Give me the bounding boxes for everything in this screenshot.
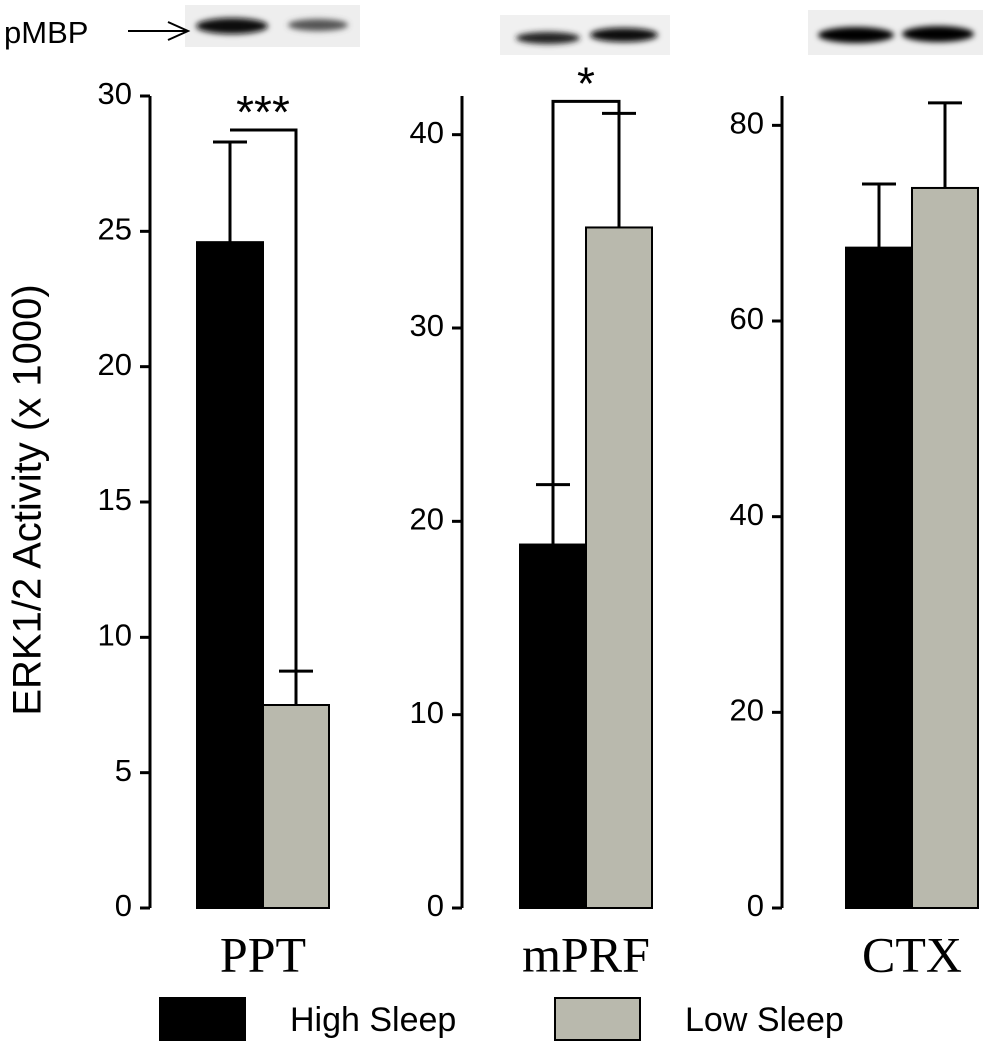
blot-images bbox=[185, 5, 983, 55]
y-tick-label: 60 bbox=[730, 301, 764, 336]
bar bbox=[262, 704, 330, 909]
y-tick-label: 30 bbox=[98, 76, 132, 111]
blot-band bbox=[590, 28, 658, 42]
y-tick-label: 0 bbox=[115, 888, 132, 923]
blot-band bbox=[196, 18, 268, 34]
y-tick-label: 10 bbox=[98, 618, 132, 653]
y-tick-label: 20 bbox=[410, 502, 444, 537]
blot-arrow bbox=[128, 21, 191, 41]
bar bbox=[845, 246, 913, 909]
y-axis-label: ERK1/2 Activity (x 1000) bbox=[6, 284, 50, 715]
bar bbox=[519, 543, 587, 909]
blot-band bbox=[902, 26, 974, 42]
y-tick-label: 30 bbox=[410, 308, 444, 343]
y-tick-label: 25 bbox=[98, 212, 132, 247]
x-axis-label: mPRF bbox=[522, 926, 650, 982]
y-tick-label: 5 bbox=[115, 753, 132, 788]
y-tick-label: 10 bbox=[410, 695, 444, 730]
legend-label: High Sleep bbox=[290, 1001, 456, 1039]
y-tick-label: 0 bbox=[427, 888, 444, 923]
y-tick-label: 80 bbox=[730, 106, 764, 141]
blot-band bbox=[516, 32, 580, 44]
y-tick-label: 20 bbox=[730, 693, 764, 728]
y-tick-label: 0 bbox=[747, 888, 764, 923]
x-axis-label: CTX bbox=[862, 926, 962, 982]
significance-bracket bbox=[230, 128, 298, 693]
x-axis-label: PPT bbox=[220, 926, 306, 982]
legend-label: Low Sleep bbox=[685, 1001, 844, 1039]
y-tick-label: 15 bbox=[98, 482, 132, 517]
significance-label: *** bbox=[236, 86, 290, 138]
significance-bracket bbox=[551, 99, 621, 533]
blot-band bbox=[288, 19, 348, 31]
legend-swatch bbox=[159, 997, 246, 1041]
legend-swatch bbox=[554, 997, 641, 1041]
bar bbox=[911, 186, 979, 910]
y-tick-label: 40 bbox=[410, 115, 444, 150]
blot-band bbox=[818, 27, 894, 43]
bar bbox=[196, 241, 264, 910]
bar bbox=[585, 226, 653, 909]
y-tick-label: 40 bbox=[730, 497, 764, 532]
significance-label: * bbox=[577, 58, 595, 110]
blot-label: pMBP bbox=[4, 15, 88, 50]
y-tick-label: 20 bbox=[98, 347, 132, 382]
